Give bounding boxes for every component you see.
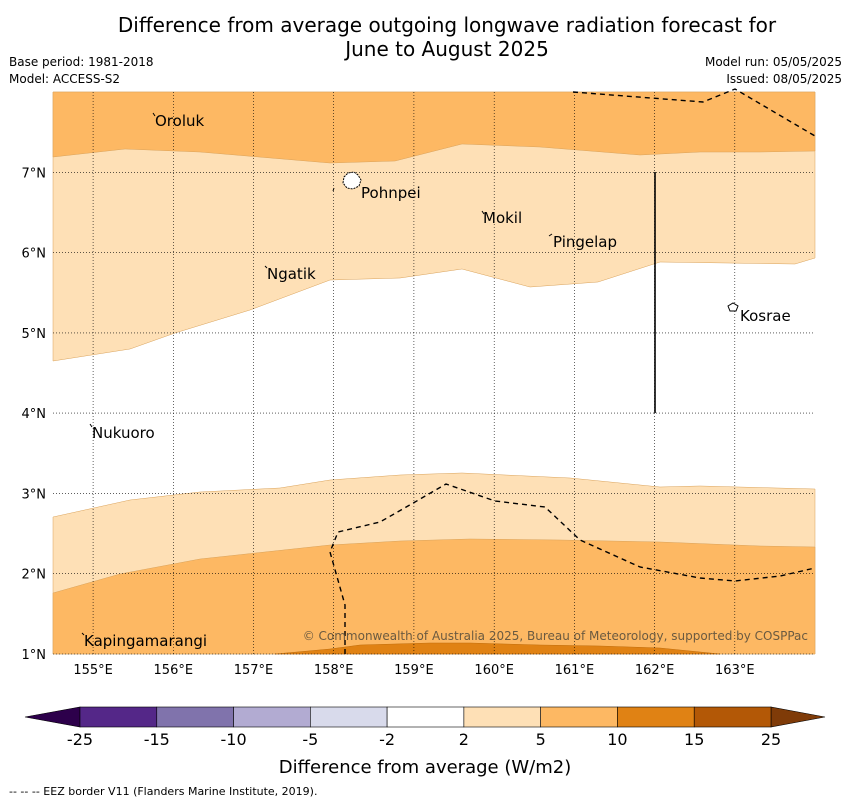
label-kosrae: Kosrae bbox=[740, 307, 791, 325]
copyright-notice: © Commonwealth of Australia 2025, Bureau… bbox=[303, 629, 808, 643]
colorbar-tick-label: 25 bbox=[761, 730, 781, 749]
lon-tick-label: 159°E bbox=[394, 663, 434, 678]
colorbar bbox=[24, 706, 826, 728]
graticule bbox=[53, 92, 815, 655]
lon-tick-label: 156°E bbox=[154, 663, 194, 678]
shade-5-to-10-north bbox=[52, 91, 816, 164]
model-name: Model: ACCESS-S2 bbox=[9, 72, 121, 86]
colorbar-tick-label: -2 bbox=[379, 730, 395, 749]
colorbar-segment bbox=[617, 706, 695, 728]
lat-tick-label: 3°N bbox=[22, 487, 47, 502]
colorbar-segment bbox=[79, 706, 158, 728]
colorbar-tick-label: -15 bbox=[144, 730, 170, 749]
shade-10-to-15-south bbox=[274, 642, 721, 655]
label-ngatik: Ngatik bbox=[267, 265, 316, 283]
longitude-tick-labels: 155°E 156°E 157°E 158°E 159°E 160°E 161°E 162°E… bbox=[73, 663, 754, 678]
colorbar-tick-label: -10 bbox=[220, 730, 246, 749]
lon-tick-label: 160°E bbox=[474, 663, 514, 678]
lon-tick-label: 163°E bbox=[715, 663, 755, 678]
nukuoro-atoll bbox=[89, 423, 93, 428]
mokil-atoll bbox=[481, 210, 485, 215]
label-pingelap: Pingelap bbox=[553, 233, 617, 251]
meta-right: Model run: 05/05/2025 Issued: 08/05/2025 bbox=[705, 54, 842, 88]
label-nukuoro: Nukuoro bbox=[92, 424, 155, 442]
lat-tick-label: 6°N bbox=[22, 247, 47, 262]
meta-left: Base period: 1981-2018 Model: ACCESS-S2 bbox=[9, 54, 154, 88]
colorbar-segment bbox=[693, 706, 772, 728]
pohnpei-island bbox=[342, 171, 362, 190]
map-title: Difference from average outgoing longwav… bbox=[0, 13, 850, 61]
colorbar-under-arrow bbox=[24, 706, 81, 728]
lon-tick-label: 155°E bbox=[73, 663, 113, 678]
colorbar-tick-label: -5 bbox=[302, 730, 318, 749]
issued-date: Issued: 08/05/2025 bbox=[726, 72, 842, 86]
lat-tick-label: 5°N bbox=[22, 327, 47, 342]
colorbar-segment bbox=[233, 706, 311, 728]
colorbar-segment bbox=[156, 706, 234, 728]
lon-tick-label: 161°E bbox=[555, 663, 595, 678]
place-labels: Oroluk Pohnpei Mokil Pingelap Ngatik Kos… bbox=[84, 112, 791, 650]
eez-border-south bbox=[329, 483, 816, 654]
shade-2-to-5-north bbox=[52, 91, 816, 362]
oroluk-atoll bbox=[152, 112, 156, 117]
colorbar-tick-label: -25 bbox=[67, 730, 93, 749]
lat-tick-label: 7°N bbox=[22, 166, 47, 181]
lat-tick-label: 1°N bbox=[22, 648, 47, 663]
colorbar-segment bbox=[463, 706, 541, 728]
label-oroluk: Oroluk bbox=[155, 112, 204, 130]
anomaly-shading bbox=[52, 91, 816, 655]
lat-tick-label: 4°N bbox=[22, 407, 47, 422]
colorbar-tick-label: 2 bbox=[459, 730, 469, 749]
pingelap-atoll bbox=[548, 233, 553, 237]
colorbar-tick-label: 5 bbox=[536, 730, 546, 749]
latitude-tick-labels: 1°N 2°N 3°N 4°N 5°N 6°N 7°N bbox=[22, 166, 47, 663]
colorbar-segment bbox=[540, 706, 618, 728]
title-line-2: June to August 2025 bbox=[345, 37, 549, 61]
title-line-1: Difference from average outgoing longwav… bbox=[117, 13, 777, 37]
lon-tick-label: 158°E bbox=[314, 663, 354, 678]
label-pohnpei: Pohnpei bbox=[361, 184, 421, 202]
colorbar-over-arrow bbox=[770, 706, 826, 728]
eez-border-north bbox=[572, 88, 816, 137]
eez-source-note: -- -- -- EEZ border V11 (Flanders Marine… bbox=[9, 785, 318, 798]
ant-atoll bbox=[332, 187, 335, 192]
kosrae-island bbox=[727, 302, 739, 312]
lon-tick-label: 162°E bbox=[635, 663, 675, 678]
lon-tick-label: 157°E bbox=[234, 663, 274, 678]
label-mokil: Mokil bbox=[483, 209, 522, 227]
eez-borders bbox=[329, 88, 816, 654]
colorbar-tick-label: 15 bbox=[684, 730, 704, 749]
islands bbox=[81, 112, 739, 636]
ngatik-atoll bbox=[264, 265, 268, 269]
model-run: Model run: 05/05/2025 bbox=[704, 55, 842, 69]
label-kapingamarangi: Kapingamarangi bbox=[84, 632, 207, 650]
kapingamarangi-atoll bbox=[81, 632, 85, 636]
base-period: Base period: 1981-2018 bbox=[9, 55, 154, 69]
colorbar-tick-label: 10 bbox=[607, 730, 627, 749]
colorbar-label: Difference from average (W/m2) bbox=[279, 757, 571, 778]
colorbar-segment bbox=[386, 706, 465, 728]
lat-tick-label: 2°N bbox=[22, 568, 47, 583]
colorbar-segment bbox=[310, 706, 388, 728]
colorbar-tick-labels: -25 -15 -10 -5 -2 2 5 10 15 25 bbox=[67, 730, 781, 749]
shade-5-to-10-south bbox=[52, 538, 816, 655]
